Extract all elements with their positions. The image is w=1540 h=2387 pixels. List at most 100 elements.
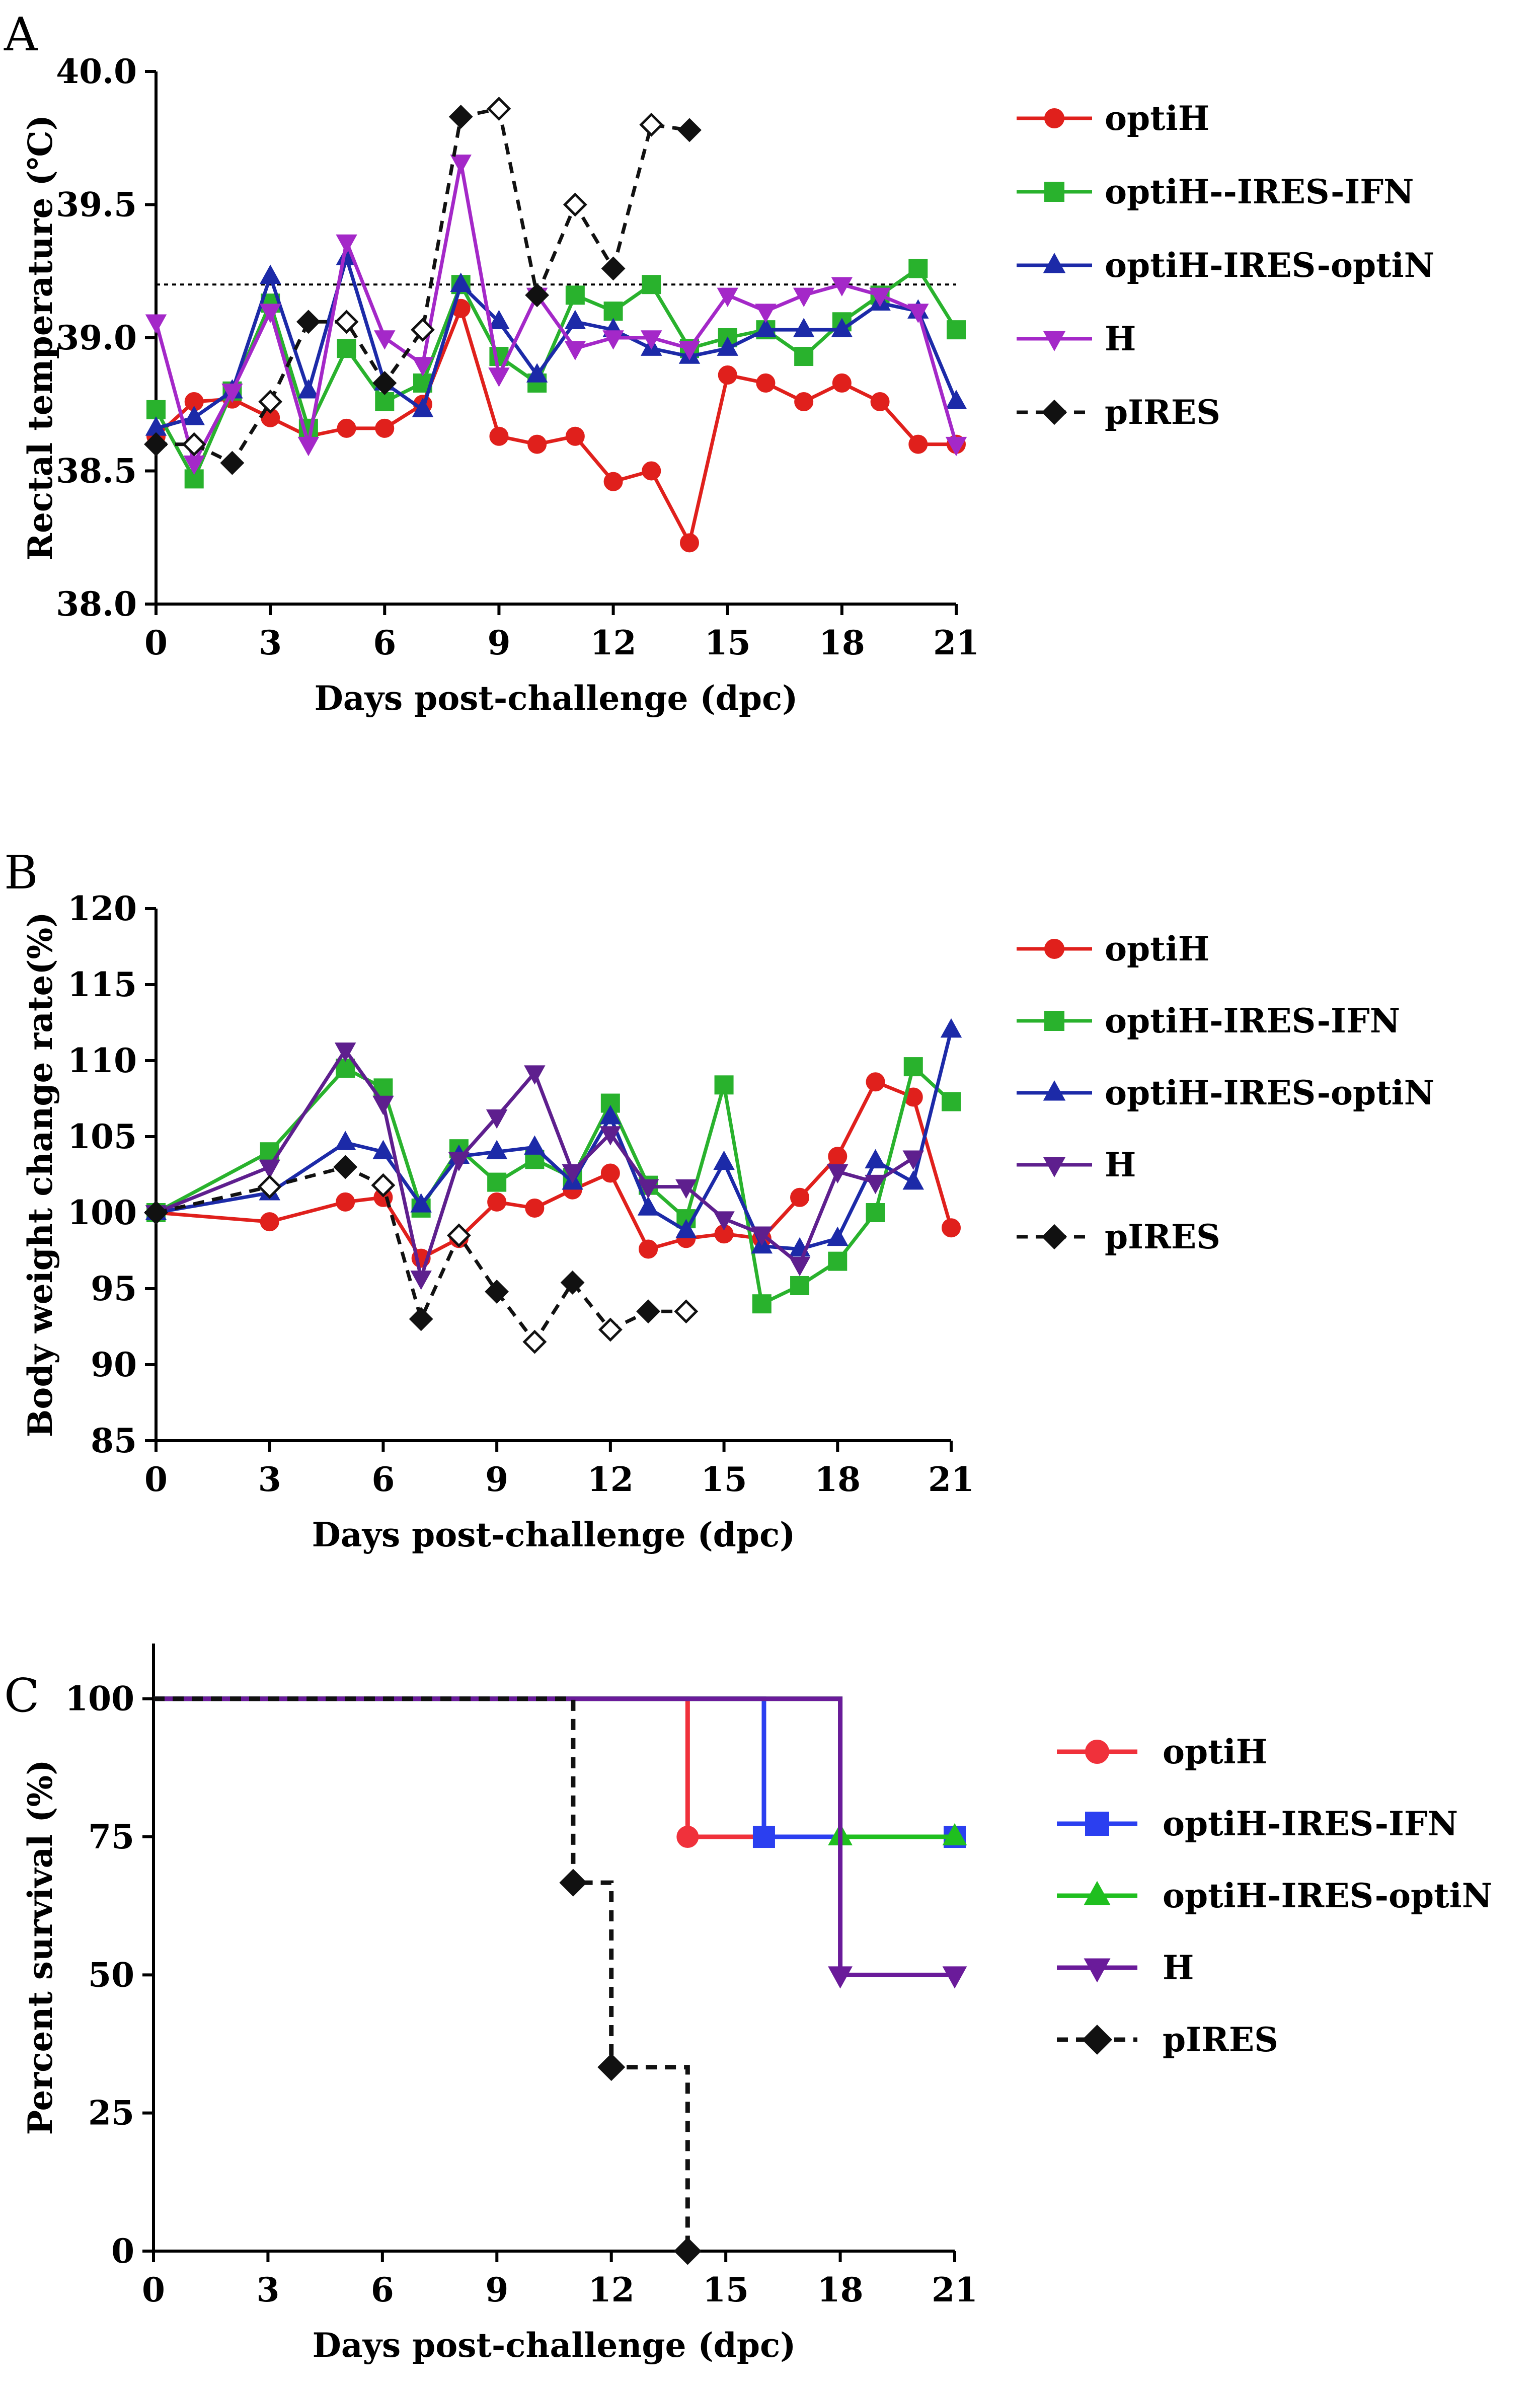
data-point xyxy=(870,392,890,411)
legend-marker xyxy=(1085,1812,1109,1836)
x-axis-title: Days post-challenge (dpc) xyxy=(315,679,798,718)
x-tick-label: 12 xyxy=(587,1460,634,1499)
data-point xyxy=(902,1170,925,1190)
data-point xyxy=(641,330,662,350)
legend-label: H xyxy=(1163,1948,1194,1987)
data-point xyxy=(602,330,624,350)
survival-step-line xyxy=(153,1696,955,1839)
data-point xyxy=(714,1075,734,1095)
series-pires xyxy=(153,1696,702,2265)
data-point xyxy=(827,1226,849,1246)
data-point xyxy=(183,406,205,425)
data-point xyxy=(600,1163,620,1183)
legend-label: pIRES xyxy=(1105,1217,1220,1256)
data-point xyxy=(375,418,395,438)
data-point xyxy=(598,1317,623,1342)
data-point xyxy=(487,1192,507,1212)
data-point xyxy=(828,1251,848,1271)
panel-b: B 85 90 95 100 105 110 115 120 0 3 6 9 12 15 18 21 Days p… xyxy=(4,846,1434,1554)
series-optih xyxy=(153,1696,966,1848)
y-tick-label: 39.0 xyxy=(56,318,137,357)
data-point xyxy=(146,400,166,419)
survival-point xyxy=(597,2053,626,2081)
x-tick-label: 21 xyxy=(928,1460,974,1499)
data-point xyxy=(790,1276,810,1295)
data-point xyxy=(297,379,320,399)
data-point xyxy=(866,1072,885,1092)
series-line xyxy=(156,256,958,430)
legend-entry: optiH-IRES-optiN xyxy=(1017,1073,1434,1112)
data-point xyxy=(145,314,167,334)
data-point xyxy=(713,1150,735,1170)
y-tick-label: 100 xyxy=(65,1679,134,1719)
legend-entry: pIRES xyxy=(1017,393,1220,432)
data-point xyxy=(412,357,434,377)
x-tick-label: 21 xyxy=(933,623,979,662)
data-point xyxy=(865,1174,886,1195)
y-tick-label: 0 xyxy=(111,2231,134,2271)
data-point xyxy=(675,1179,697,1199)
x-tick-label: 6 xyxy=(373,623,396,662)
data-point xyxy=(221,384,243,403)
data-point xyxy=(487,1172,507,1192)
x-tick-label: 0 xyxy=(144,1460,168,1499)
legend-entry: H xyxy=(1057,1948,1194,1987)
data-point xyxy=(755,304,777,323)
data-point xyxy=(718,365,737,385)
series-line xyxy=(154,160,958,465)
legend-marker xyxy=(1044,108,1064,128)
data-point xyxy=(562,1164,583,1184)
survival-step-line xyxy=(153,1696,955,1977)
data-point xyxy=(908,259,928,278)
data-point xyxy=(599,1126,622,1146)
data-point xyxy=(794,347,814,366)
data-point xyxy=(790,1187,810,1207)
data-point xyxy=(678,341,701,360)
data-point xyxy=(450,155,472,174)
x-tick-label: 21 xyxy=(932,2270,978,2309)
y-tick-label: 39.5 xyxy=(56,185,137,225)
data-point xyxy=(677,118,702,142)
data-point xyxy=(831,277,853,296)
x-tick-label: 3 xyxy=(256,2270,279,2309)
data-point xyxy=(942,1092,961,1111)
series-optih-ires-ifn xyxy=(153,1696,966,1848)
data-point xyxy=(446,1223,471,1248)
series-h xyxy=(145,1042,925,1290)
legend-marker xyxy=(1082,2025,1112,2055)
data-point xyxy=(637,1179,659,1199)
legend-entry: optiH-IRES-IFN xyxy=(1017,1001,1400,1040)
legend-marker xyxy=(1041,1224,1067,1250)
legend-entry: H xyxy=(1017,1145,1136,1184)
x-tick-label: 9 xyxy=(485,2270,508,2309)
data-point xyxy=(371,1173,396,1198)
data-point xyxy=(144,1201,168,1225)
x-axis-title: Days post-challenge (dpc) xyxy=(313,2326,796,2365)
data-point xyxy=(259,304,281,323)
data-point xyxy=(183,455,205,475)
data-point xyxy=(522,1329,547,1354)
data-point xyxy=(259,1159,280,1179)
data-point xyxy=(489,426,509,446)
legend-marker xyxy=(1043,1080,1066,1101)
legend-label: optiH xyxy=(1163,1732,1267,1771)
legend-marker xyxy=(1043,253,1066,273)
data-point xyxy=(411,318,435,342)
data-point xyxy=(334,310,359,334)
data-point xyxy=(903,1057,923,1077)
data-point xyxy=(794,392,814,411)
data-point xyxy=(827,1164,849,1184)
data-point xyxy=(793,318,815,337)
legend-entry: pIRES xyxy=(1057,2020,1278,2059)
data-point xyxy=(448,1152,470,1171)
data-point xyxy=(409,1307,433,1331)
data-point xyxy=(450,272,472,292)
panel-c: C 0 25 50 75 100 0 3 6 9 12 15 18 21 Days post-challen… xyxy=(4,1644,1492,2365)
data-point xyxy=(564,341,586,360)
data-point xyxy=(636,1299,661,1324)
legend-marker xyxy=(1044,182,1064,202)
series-line xyxy=(155,1048,914,1280)
data-point xyxy=(907,304,929,323)
survival-step-line xyxy=(153,1696,690,2251)
y-tick-label: 95 xyxy=(91,1269,137,1308)
